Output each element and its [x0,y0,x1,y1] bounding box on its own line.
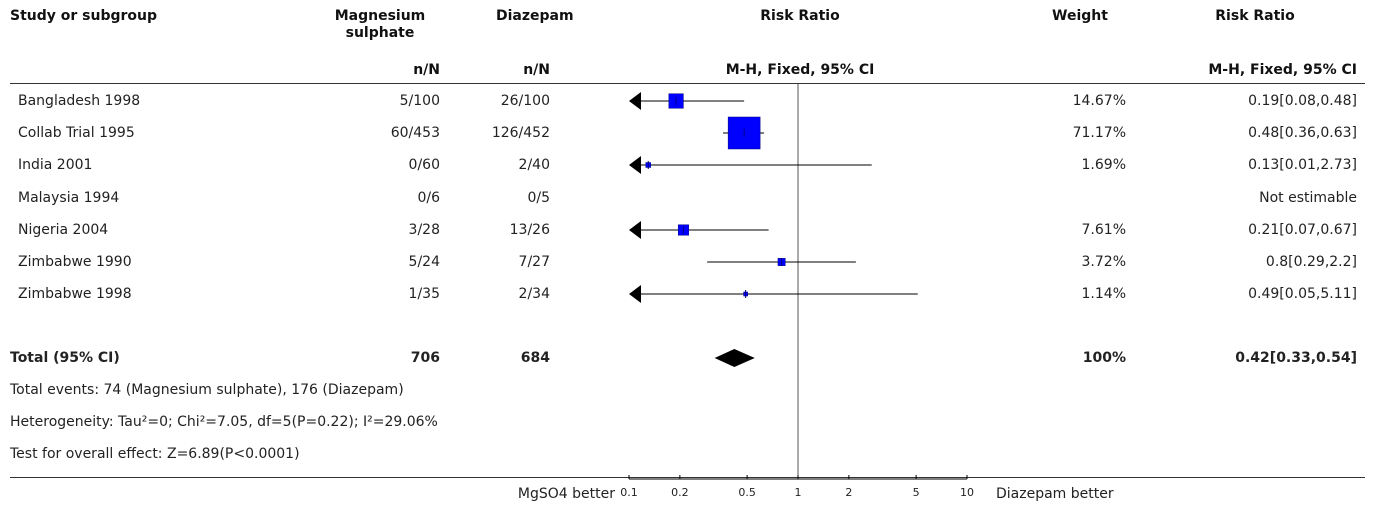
study-exp: 60/453 [390,125,440,141]
subheader-rr-method: M-H, Fixed, 95% CI [725,62,875,78]
study-ci: 0.48[0.36,0.63] [1248,125,1357,141]
study-exp: 0/60 [408,157,440,173]
subheader-ctrl: n/N [523,62,550,78]
study-ctrl: 0/5 [527,190,550,206]
study-ci: 0.49[0.05,5.11] [1248,286,1357,302]
header-risk-ratio-plot: Risk Ratio [760,8,840,24]
x-tick-label: 10 [960,486,974,499]
x-tick-label: 2 [845,486,852,499]
total-exp: 706 [410,350,440,366]
study-weight: 14.67% [1072,93,1126,109]
x-tick-label: 0.1 [620,486,638,499]
axis-right-label: Diazepam better [996,486,1114,502]
study-ci: 0.21[0.07,0.67] [1248,222,1357,238]
header-exp: Magnesium sulphate [334,8,426,41]
study-ctrl: 126/452 [491,125,550,141]
study-exp: 1/35 [408,286,440,302]
study-weight: 1.14% [1081,286,1126,302]
header-divider [10,83,1365,84]
study-exp: 5/100 [399,93,440,109]
total-ctrl: 684 [520,350,550,366]
study-exp: 5/24 [408,254,440,270]
study-weight: 1.69% [1081,157,1126,173]
study-name: Bangladesh 1998 [18,93,141,109]
study-name: Zimbabwe 1990 [18,254,132,270]
x-tick-label: 1 [795,486,802,499]
total-weight: 100% [1082,350,1126,366]
axis-left-label: MgSO4 better [517,486,615,502]
study-name: Malaysia 1994 [18,190,120,206]
ci-clip-arrow [629,221,641,239]
subheader-exp: n/N [413,62,440,78]
heterogeneity-note: Heterogeneity: Tau²=0; Chi²=7.05, df=5(P… [10,414,438,430]
study-weight: 7.61% [1081,222,1126,238]
study-name: India 2001 [18,157,93,173]
study-name: Collab Trial 1995 [18,125,135,141]
overall-effect-note: Test for overall effect: Z=6.89(P<0.0001… [10,446,300,462]
study-ctrl: 2/34 [518,286,550,302]
study-ctrl: 13/26 [509,222,550,238]
footer-divider [10,477,1365,478]
study-exp: 0/6 [417,190,440,206]
study-ctrl: 2/40 [518,157,550,173]
x-tick-label: 5 [913,486,920,499]
ci-clip-arrow [629,285,641,303]
header-ctrl: Diazepam [496,8,574,24]
study-weight: 71.17% [1072,125,1126,141]
subheader-rr-ci-method: M-H, Fixed, 95% CI [1208,62,1357,78]
header-weight: Weight [1052,8,1108,24]
study-name: Zimbabwe 1998 [18,286,132,302]
x-tick-label: 0.2 [671,486,689,499]
x-tick-label: 0.5 [738,486,756,499]
study-ci: 0.19[0.08,0.48] [1248,93,1357,109]
study-weight: 3.72% [1081,254,1126,270]
study-ctrl: 7/27 [518,254,550,270]
ci-clip-arrow [629,156,641,174]
study-ci: 0.13[0.01,2.73] [1248,157,1357,173]
ci-clip-arrow [629,92,641,110]
study-ci: 0.8[0.29,2.2] [1265,254,1357,270]
study-exp: 3/28 [408,222,440,238]
total-label: Total (95% CI) [10,350,120,366]
study-name: Nigeria 2004 [18,222,109,238]
total-ci: 0.42[0.33,0.54] [1235,350,1357,366]
study-ci: Not estimable [1259,190,1357,206]
pooled-diamond [714,349,755,367]
header-study: Study or subgroup [10,8,158,24]
header-risk-ratio: Risk Ratio [1215,8,1295,24]
total-events-note: Total events: 74 (Magnesium sulphate), 1… [10,382,404,398]
study-ctrl: 26/100 [500,93,550,109]
